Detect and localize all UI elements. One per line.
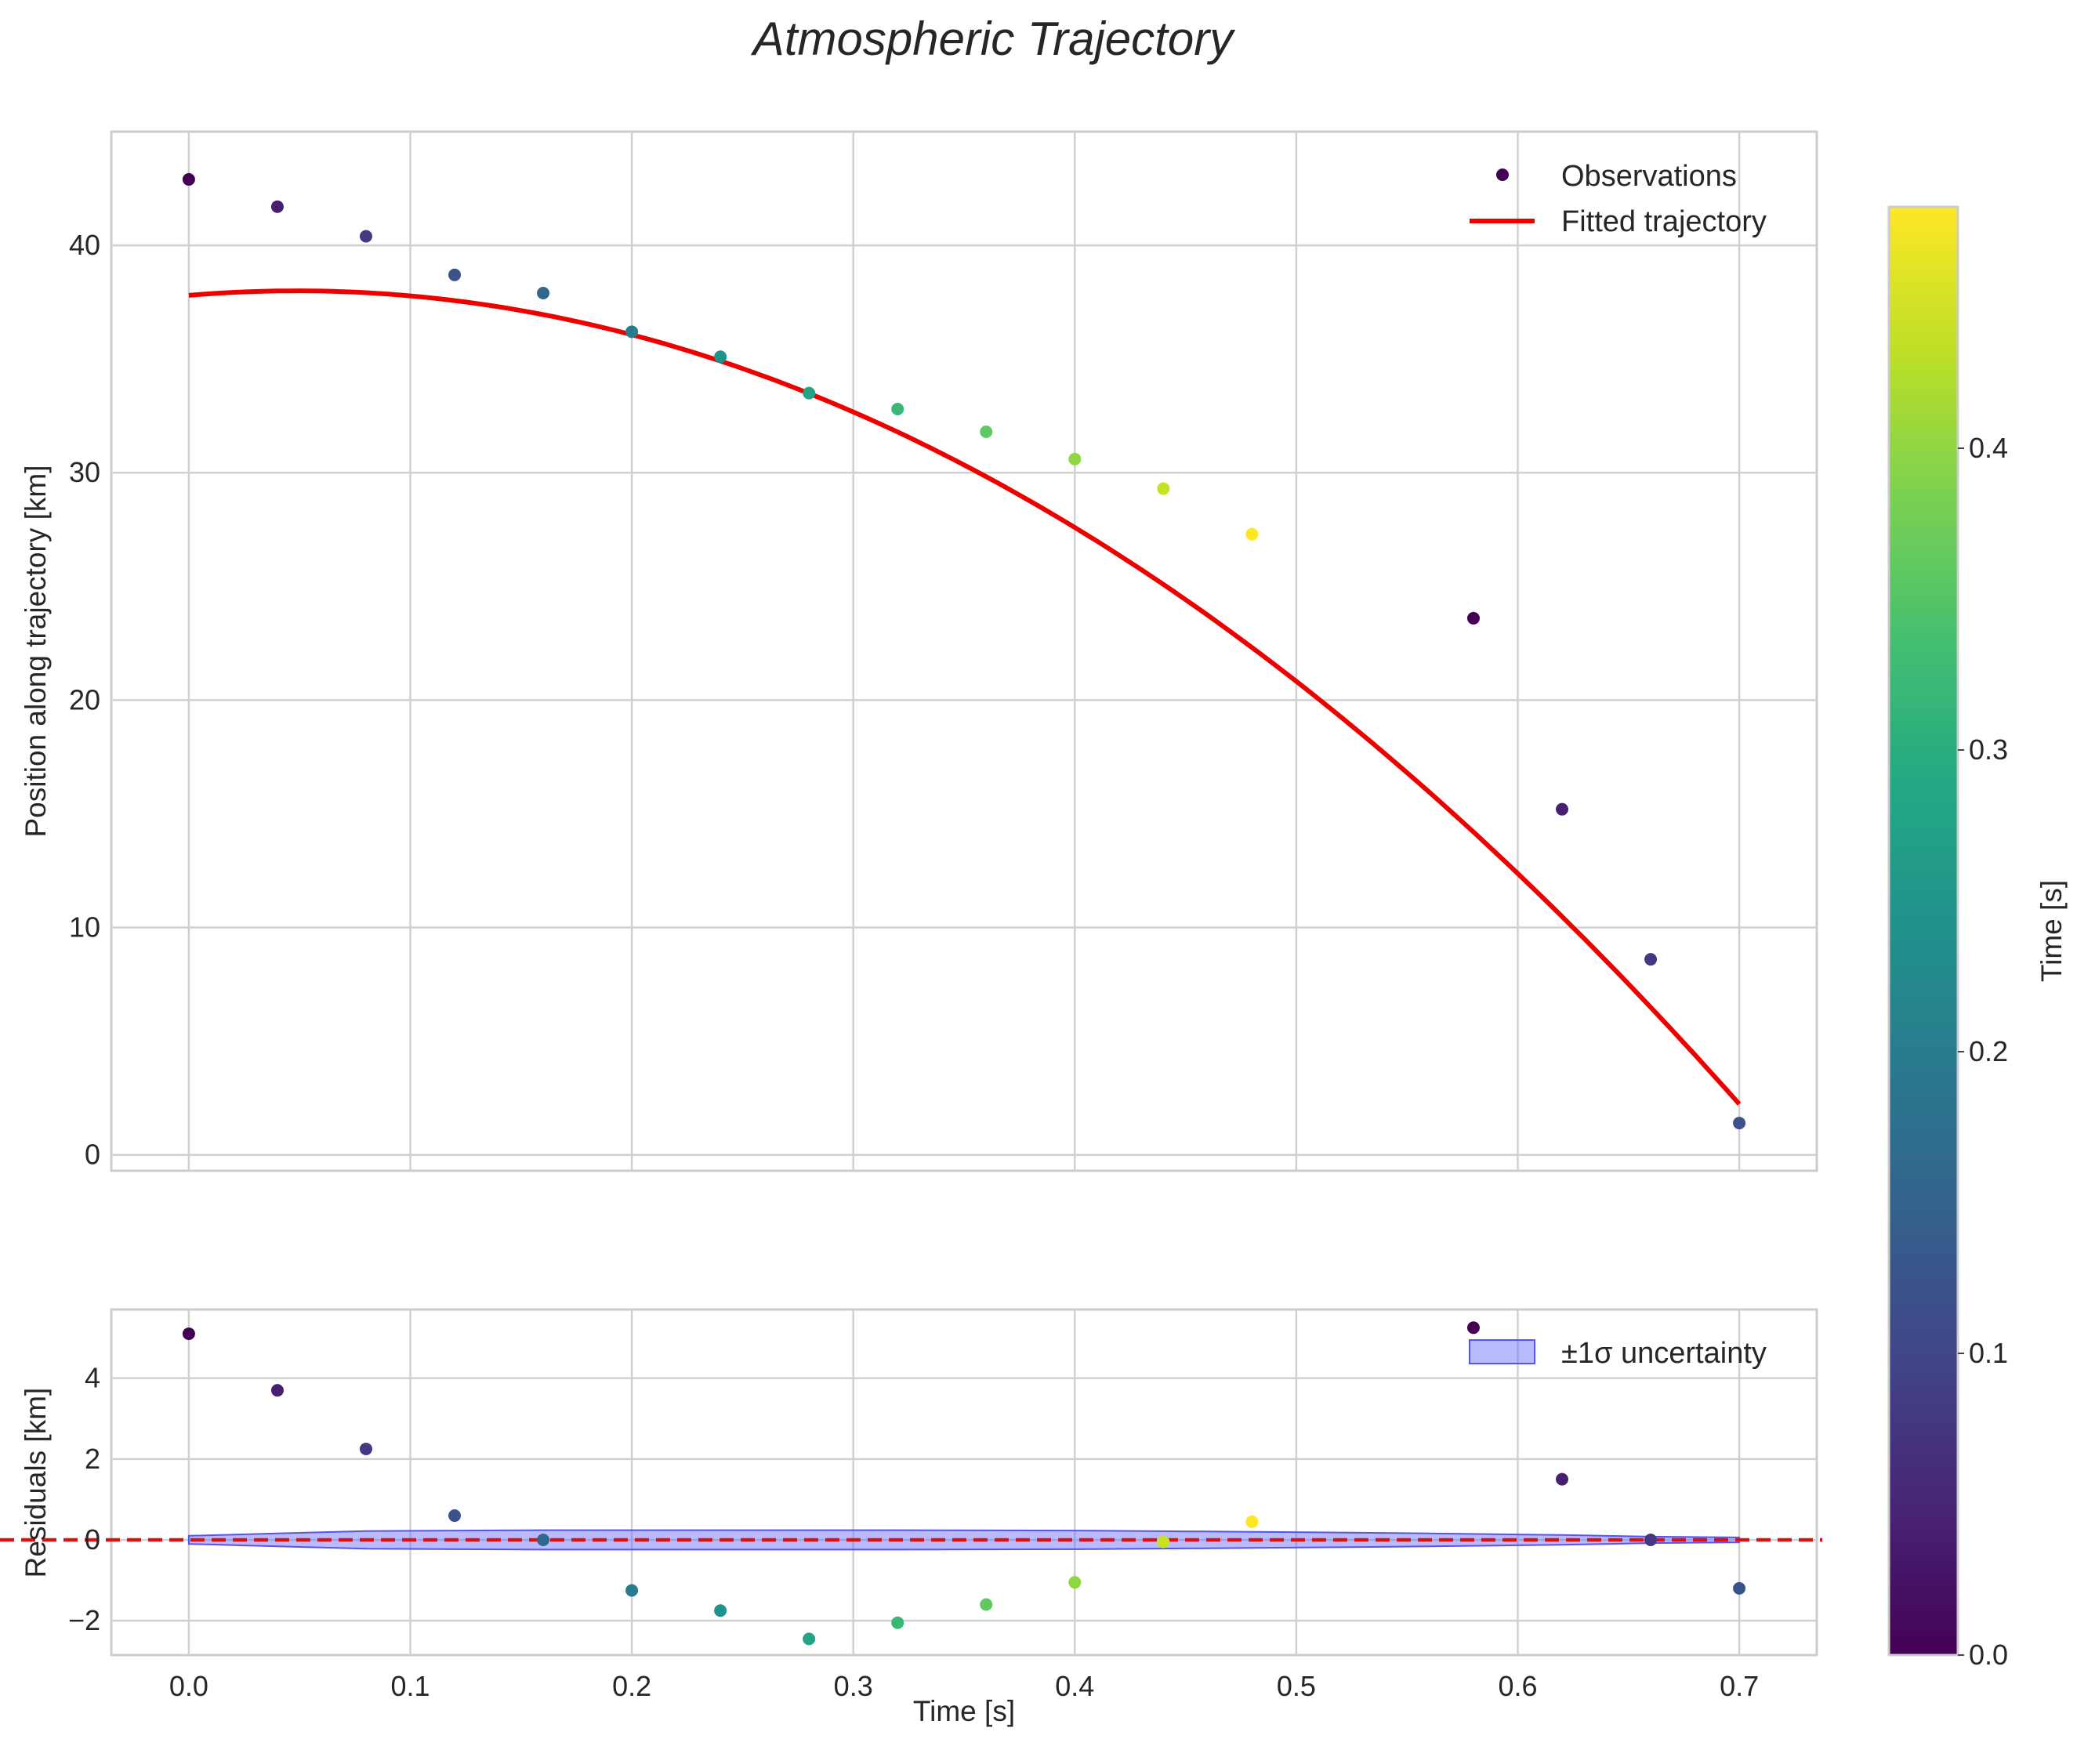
x-tick-label: 0.1 [390,1670,430,1702]
colorbar-label: Time [s] [2035,880,2068,982]
residual-point [1068,1576,1082,1589]
legend-observations-marker [1496,168,1509,181]
observation-point [1157,482,1170,495]
y-tick-label: 40 [69,229,100,261]
observation-point [270,200,284,213]
legend-band-label: ±1σ uncertainty [1561,1337,1767,1370]
observation-point [537,287,550,300]
observation-point [1068,452,1082,465]
residual-point [1245,1515,1259,1528]
y-tick-label: 30 [69,456,100,488]
x-tick-label: 0.6 [1498,1670,1537,1702]
observation-point [1644,953,1658,966]
colorbar-tick-label: 0.4 [1969,432,2008,464]
observation-point [714,350,727,364]
bottom-xticks: 0.0 0.1 0.2 0.3 0.4 0.5 0.6 0.7 [169,1670,1759,1702]
top-panel: 0 10 20 30 40 Position along trajectory [km]… [20,130,1818,1172]
observation-point [891,402,904,415]
observation-point [359,230,372,243]
residual-point [1466,1321,1480,1335]
residual-point [803,1632,816,1646]
fit-curve [188,288,1742,1106]
x-tick-label: 0.5 [1277,1670,1316,1702]
y-tick-label: 10 [69,911,100,944]
observation-point [1733,1117,1746,1130]
colorbar: 0.0 0.1 0.2 0.3 0.4 Time [s] [1887,205,2068,1671]
observation-point [803,386,816,400]
top-ylabel: Position along trajectory [km] [20,465,52,837]
top-grid [111,132,1817,1171]
colorbar-gradient [1887,205,1959,1657]
bottom-xlabel: Time [s] [913,1695,1015,1727]
residual-point [1157,1535,1170,1548]
legend-fit-label: Fitted trajectory [1561,205,1767,238]
x-tick-label: 0.3 [834,1670,873,1702]
residual-point [1644,1534,1658,1546]
observation-points [182,172,1746,1130]
colorbar-tick-label: 0.1 [1969,1337,2008,1369]
residual-point [714,1604,727,1617]
observation-point [980,426,993,439]
y-tick-label: 0 [85,1523,100,1556]
observation-point [448,268,462,281]
fitted-trajectory-line [188,288,1742,1106]
residual-point [1733,1581,1746,1595]
bottom-ylabel: Residuals [km] [20,1388,52,1578]
x-tick-label: 0.4 [1055,1670,1094,1702]
residual-point [980,1598,993,1611]
y-tick-label: −2 [68,1604,100,1636]
legend-band-patch [1469,1339,1535,1364]
y-tick-label: 4 [85,1362,100,1394]
y-tick-label: 0 [85,1139,100,1171]
residual-point [537,1534,550,1546]
residual-points [182,1321,1746,1646]
bottom-yticks: −2 0 2 4 [68,1362,100,1636]
x-tick-label: 0.7 [1720,1670,1759,1702]
chart-title: Atmospheric Trajectory [751,13,1236,65]
observation-point [625,325,639,339]
y-tick-label: 20 [69,683,100,715]
colorbar-tick-label: 0.3 [1969,733,2008,766]
residual-point [891,1616,904,1629]
residual-point [359,1442,372,1455]
bottom-panel: −2 0 2 4 0.0 0.1 0.2 0.3 0.4 0.5 0.6 0.7 Residuals… [0,1308,1822,1727]
observation-point [1466,611,1480,625]
residual-point [270,1384,284,1397]
colorbar-tick-label: 0.0 [1969,1639,2008,1671]
observation-point [1245,527,1259,541]
colorbar-tick-label: 0.2 [1969,1035,2008,1067]
x-tick-label: 0.2 [612,1670,651,1702]
bottom-panel-frame [110,1308,1818,1657]
top-legend: Observations Fitted trajectory [1470,160,1767,238]
top-yticks: 0 10 20 30 40 [69,229,100,1171]
x-tick-label: 0.0 [169,1670,208,1702]
y-tick-label: 2 [85,1443,100,1475]
residual-point [448,1509,462,1523]
colorbar-ticks: 0.0 0.1 0.2 0.3 0.4 [1958,432,2008,1671]
legend-observations-label: Observations [1561,160,1737,193]
top-panel-frame [110,130,1818,1172]
residual-point [182,1327,195,1340]
observation-point [182,172,195,186]
residual-point [1556,1472,1569,1486]
observation-point [1556,802,1569,816]
bottom-legend: ±1σ uncertainty [1469,1337,1767,1370]
residual-point [625,1584,639,1597]
